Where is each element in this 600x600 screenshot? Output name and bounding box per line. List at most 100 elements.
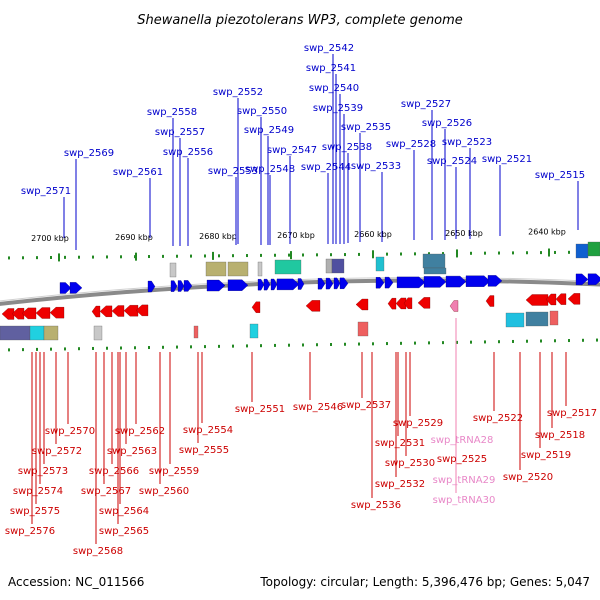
forward-gene-arrow [333,277,341,290]
tick-mark [64,347,66,351]
gene-label-bottom: swp_2575 [10,506,60,517]
major-tick [456,249,458,258]
feature-box [375,256,385,272]
tick-mark [372,342,374,346]
feature-box [325,258,333,274]
forward-gene-arrow [206,279,226,292]
gene-label-top: swp_2540 [309,83,359,94]
tick-mark [162,345,164,349]
forward-gene-arrow [227,279,249,291]
reverse-gene-arrow [567,293,581,305]
tick-mark [498,251,500,255]
tick-mark [484,251,486,255]
gene-label-bottom: swp_2560 [139,486,189,497]
gene-label-bottom: swp_2529 [393,418,443,429]
gene-label-bottom: swp_2525 [437,454,487,465]
forward-gene-arrow [263,278,271,291]
reverse-gene-arrow [11,308,25,320]
major-tick [212,251,214,260]
scale-tick-label: 2670 kbp [277,231,315,240]
reverse-gene-arrow [555,293,567,305]
tick-mark [568,339,570,343]
gene-label-bottom: swp_2567 [81,486,131,497]
tick-mark [386,342,388,346]
tick-mark [414,341,416,345]
label-leaders [31,54,579,544]
tick-mark [512,251,514,255]
tick-mark [8,256,10,260]
forward-gene-arrow [270,278,278,291]
tick-mark [526,251,528,255]
tick-mark [8,348,10,352]
tick-mark [190,254,192,258]
gene-label-top: swp_2515 [535,170,585,181]
feature-box [0,325,31,341]
tick-mark [232,254,234,258]
tick-mark [148,346,150,350]
reverse-gene-arrow [251,301,261,313]
tick-mark [344,342,346,346]
tick-mark [316,253,318,257]
tick-mark [78,255,80,259]
feature-box [422,253,446,269]
gene-label-top: swp_2523 [442,137,492,148]
gene-label-top: swp_2569 [64,148,114,159]
feature-box [274,259,302,275]
tick-mark [428,252,430,256]
forward-gene-arrow [59,282,72,294]
gene-label-top: swp_2548 [245,164,295,175]
tick-mark [36,256,38,260]
gene-label-top: swp_2539 [313,103,363,114]
gene-label-top: swp_2533 [351,161,401,172]
gene-label-top: swp_2556 [163,147,213,158]
feature-box [193,325,199,339]
scale-ticks: 2700 kbp 2690 kbp 2680 kbp 2670 kbp 2660 kbp… [8,228,598,352]
forward-gene-arrow [339,277,349,289]
gene-label-bottom: swp_2522 [473,413,523,424]
gene-label-bottom: swp_2562 [115,426,165,437]
reverse-gene-arrow [485,295,495,307]
tick-mark [92,346,94,350]
tick-mark [176,345,178,349]
reverse-gene-arrow [449,300,459,312]
gene-label-top: swp_2550 [237,106,287,117]
gene-label-bottom: swp_2518 [535,430,585,441]
forward-gene-arrow [465,275,491,287]
tick-mark [106,346,108,350]
trna-label: swp_tRNA28 [431,435,494,446]
reverse-gene-arrow [403,297,413,309]
scale-tick-label: 2650 kbp [445,229,483,238]
tick-mark [50,256,52,259]
gene-features [0,241,600,341]
gene-label-top: swp_2524 [427,156,477,167]
tick-mark [64,255,66,259]
scale-tick-label: 2700 kbp [31,234,69,243]
tick-mark [36,347,38,351]
forward-gene-arrow [177,280,185,292]
trna-label: swp_tRNA30 [433,495,496,506]
tick-mark [134,346,136,350]
reverse-gene-arrow [21,307,37,320]
gene-label-top: swp_2549 [244,125,294,136]
tick-mark [498,340,500,344]
forward-gene-arrow [69,282,83,294]
tick-mark [260,344,262,348]
major-tick [290,251,292,260]
gene-label-bottom: swp_2537 [341,400,391,411]
feature-box [505,312,525,328]
tick-mark [120,346,122,350]
gene-label-bottom: swp_2555 [179,445,229,456]
tick-mark [274,343,276,347]
gene-label-top: swp_2526 [422,118,472,129]
major-tick [548,248,550,257]
tick-mark [232,344,234,348]
tick-mark [302,253,304,257]
gene-label-bottom: swp_2559 [149,466,199,477]
major-tick [58,253,60,262]
map-title: Shewanella piezotolerans WP3, complete g… [137,13,463,28]
tick-mark [330,253,332,257]
gene-label-bottom: swp_2531 [375,438,425,449]
reverse-gene-arrow [99,305,113,317]
gene-label-bottom: swp_2572 [32,446,82,457]
